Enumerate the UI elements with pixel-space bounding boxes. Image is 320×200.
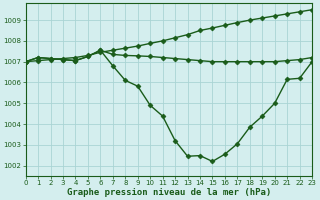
X-axis label: Graphe pression niveau de la mer (hPa): Graphe pression niveau de la mer (hPa) [67,188,271,197]
